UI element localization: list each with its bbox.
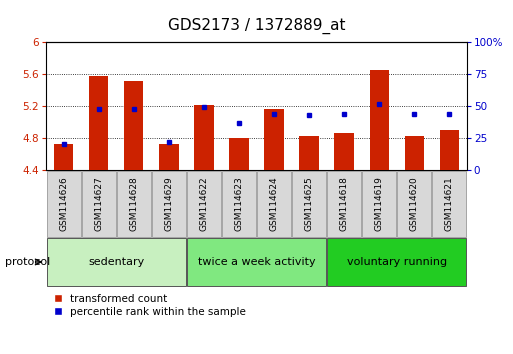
Text: GSM114619: GSM114619 — [374, 176, 384, 231]
Bar — [369, 70, 389, 170]
Bar — [300, 137, 319, 170]
FancyBboxPatch shape — [82, 171, 115, 236]
Bar — [159, 144, 179, 170]
FancyBboxPatch shape — [362, 171, 396, 236]
Legend: transformed count, percentile rank within the sample: transformed count, percentile rank withi… — [51, 292, 248, 319]
FancyBboxPatch shape — [327, 238, 466, 286]
FancyBboxPatch shape — [187, 171, 221, 236]
FancyBboxPatch shape — [187, 238, 326, 286]
Text: GSM114625: GSM114625 — [305, 176, 313, 231]
FancyBboxPatch shape — [327, 171, 361, 236]
Text: voluntary running: voluntary running — [347, 257, 447, 267]
FancyBboxPatch shape — [47, 238, 186, 286]
Text: GSM114621: GSM114621 — [445, 176, 454, 231]
Text: GDS2173 / 1372889_at: GDS2173 / 1372889_at — [168, 18, 345, 34]
Bar — [440, 130, 459, 170]
Text: GSM114618: GSM114618 — [340, 176, 349, 231]
FancyBboxPatch shape — [117, 171, 151, 236]
Bar — [334, 133, 354, 170]
Bar — [194, 105, 213, 170]
FancyBboxPatch shape — [152, 171, 186, 236]
Text: protocol: protocol — [5, 257, 50, 267]
Bar — [264, 109, 284, 170]
FancyBboxPatch shape — [257, 171, 291, 236]
FancyBboxPatch shape — [398, 171, 431, 236]
Text: GSM114622: GSM114622 — [200, 176, 208, 231]
Text: GSM114627: GSM114627 — [94, 176, 103, 231]
Text: GSM114620: GSM114620 — [410, 176, 419, 231]
Text: GSM114626: GSM114626 — [59, 176, 68, 231]
Text: sedentary: sedentary — [88, 257, 144, 267]
Text: GSM114628: GSM114628 — [129, 176, 139, 231]
Text: GSM114624: GSM114624 — [269, 176, 279, 231]
Bar — [405, 137, 424, 170]
Text: GSM114629: GSM114629 — [164, 176, 173, 231]
Bar — [89, 76, 108, 170]
Text: GSM114623: GSM114623 — [234, 176, 244, 231]
FancyBboxPatch shape — [222, 171, 256, 236]
Text: twice a week activity: twice a week activity — [198, 257, 315, 267]
FancyBboxPatch shape — [292, 171, 326, 236]
Bar — [54, 144, 73, 170]
FancyBboxPatch shape — [432, 171, 466, 236]
Bar — [229, 138, 249, 170]
FancyBboxPatch shape — [47, 171, 81, 236]
Bar — [124, 81, 144, 170]
